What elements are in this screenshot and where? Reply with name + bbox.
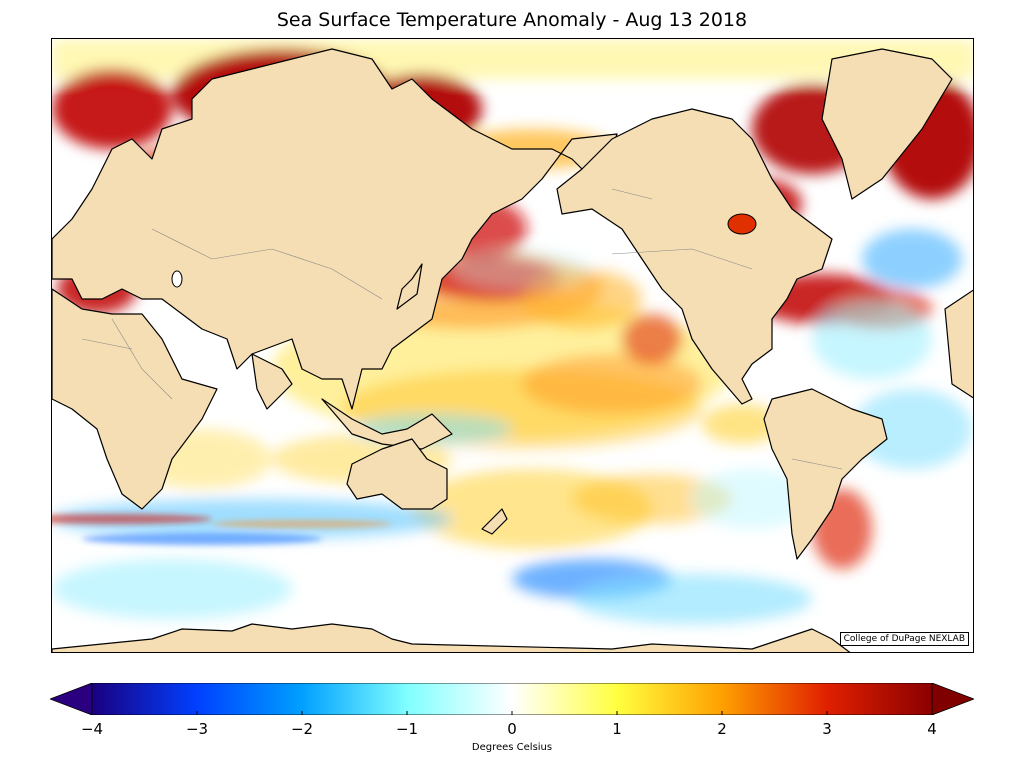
eurasia-landmass — [52, 48, 618, 410]
colorbar-tick-label: −3 — [185, 720, 209, 738]
colorbar-tick-label: 2 — [717, 720, 727, 738]
country-borders — [81, 188, 843, 470]
colorbar-tick-label: −2 — [290, 720, 314, 738]
greenland — [821, 48, 953, 200]
southeast-asia-islands — [321, 398, 453, 450]
colorbar-max-extend — [931, 683, 974, 715]
western-europe-edge — [944, 289, 973, 399]
japan — [396, 263, 423, 310]
colorbar-tick-label: 1 — [612, 720, 622, 738]
india-landmass — [251, 353, 293, 410]
australia-landmass — [346, 438, 448, 510]
colorbar-tick-label: 3 — [822, 720, 832, 738]
colorbar-tick-label: −1 — [395, 720, 419, 738]
africa-landmass — [52, 288, 218, 510]
sst-anomaly-map — [52, 39, 973, 652]
colorbar-tick-label: 0 — [507, 720, 517, 738]
colorbar-tick-label: −4 — [80, 720, 104, 738]
credit-label: College of DuPage NEXLAB — [839, 632, 969, 646]
colorbar-tick-label: 4 — [927, 720, 937, 738]
map-panel: College of DuPage NEXLAB — [51, 38, 974, 653]
south-america-landmass — [763, 388, 888, 560]
caspian-sea — [171, 270, 183, 288]
land-masses — [52, 48, 973, 652]
antarctica-landmass — [52, 623, 851, 652]
colorbar — [50, 683, 974, 715]
colorbar-min-extend — [50, 683, 93, 715]
map-title: Sea Surface Temperature Anomaly - Aug 13… — [276, 9, 748, 31]
new-zealand — [481, 508, 508, 535]
hudson-bay — [727, 213, 757, 235]
colorbar-gradient — [91, 683, 933, 715]
north-america-landmass — [556, 108, 833, 405]
colorbar-label: Degrees Celsius — [471, 742, 553, 753]
